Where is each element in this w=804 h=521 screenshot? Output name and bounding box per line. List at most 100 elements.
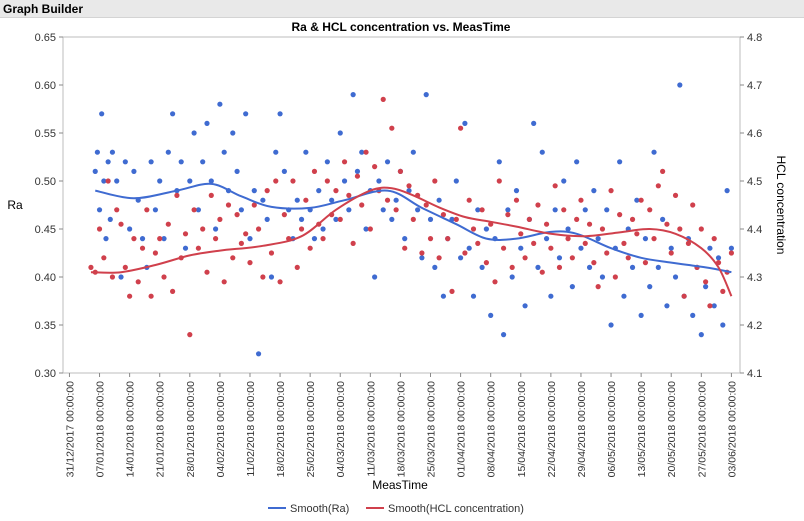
hcl-point <box>174 192 180 198</box>
hcl-point <box>660 168 666 174</box>
hcl-point <box>410 216 416 222</box>
ra-point <box>122 159 128 165</box>
ra-point <box>548 293 554 299</box>
ra-point <box>109 149 116 155</box>
hcl-point <box>406 183 412 189</box>
ra-point <box>303 149 309 155</box>
ra-point <box>440 293 447 299</box>
ra-point <box>578 245 584 251</box>
hcl-point <box>470 226 477 232</box>
ra-point <box>462 120 468 126</box>
hcl-point <box>337 216 343 222</box>
ra-point <box>247 236 253 242</box>
y-tick-label: 0.65 <box>35 32 56 44</box>
ra-point <box>698 332 704 338</box>
hcl-point <box>127 293 133 299</box>
hcl-point <box>260 274 266 280</box>
hcl-point <box>320 236 326 242</box>
ra-point <box>264 216 270 222</box>
hcl-point <box>552 183 558 189</box>
ra-point <box>363 226 369 232</box>
x-axis: 31/12/2017 00:00:00 07/01/2018 00:00:00 14… <box>64 373 738 477</box>
hcl-point <box>152 250 159 256</box>
hcl-point <box>397 168 404 174</box>
x-tick-label: 08/04/2018 00:00:00 <box>486 381 498 478</box>
y-axis-left: 0.30 0.35 0.40 0.45 0.50 0.55 0.60 0.65 <box>35 32 63 380</box>
ra-point <box>182 245 189 251</box>
x-tick-label: 22/04/2018 00:00:00 <box>546 381 558 478</box>
ra-point <box>337 130 343 136</box>
hcl-point <box>539 269 545 275</box>
y2-tick-label: 4.5 <box>747 176 762 188</box>
hcl-point <box>677 226 683 232</box>
hcl-point <box>638 197 644 203</box>
ra-point <box>642 236 649 242</box>
hcl-point <box>122 264 128 270</box>
ra-point <box>165 149 171 155</box>
hcl-point <box>535 202 541 208</box>
y2-tick-label: 4.1 <box>747 368 762 380</box>
hcl-point <box>350 240 356 246</box>
ra-point <box>178 159 184 165</box>
ra-point <box>260 197 266 203</box>
ra-point <box>617 159 623 165</box>
ra-point <box>238 207 244 213</box>
hcl-point <box>466 197 472 203</box>
ra-point <box>595 236 601 242</box>
hcl-point <box>307 245 313 251</box>
plot-area <box>62 36 741 374</box>
ra-point <box>402 236 408 242</box>
hcl-point <box>453 216 459 222</box>
hcl-point <box>612 274 618 280</box>
y2-tick-label: 4.7 <box>747 80 762 92</box>
hcl-point <box>157 236 163 242</box>
ra-point <box>255 351 262 357</box>
hcl-point <box>402 245 408 251</box>
hcl-point <box>681 293 687 299</box>
ra-point <box>105 159 111 165</box>
ra-point <box>470 293 477 299</box>
hcl-point <box>419 250 425 256</box>
ra-point <box>458 255 464 261</box>
hcl-point <box>556 264 563 270</box>
ra-point <box>376 178 382 184</box>
ra-point <box>466 245 472 251</box>
ra-point <box>333 216 339 222</box>
ra-point <box>496 159 502 165</box>
hcl-point <box>561 207 567 213</box>
ra-point <box>114 178 120 184</box>
ra-point <box>204 120 210 126</box>
hcl-point <box>170 288 176 294</box>
hcl-point <box>574 216 580 222</box>
hcl-point <box>500 245 507 251</box>
ra-point <box>488 312 494 318</box>
ra-point <box>273 149 279 155</box>
ra-point <box>230 130 236 136</box>
ra-point <box>200 159 206 165</box>
ra-point <box>475 207 481 213</box>
ra-point <box>668 245 674 251</box>
ra-point <box>423 92 429 98</box>
ra-point <box>419 255 425 261</box>
ra-point <box>372 274 378 280</box>
ra-point <box>350 92 356 98</box>
hcl-point <box>642 260 649 266</box>
hcl-point <box>191 207 197 213</box>
ra-point <box>621 293 627 299</box>
ra-point <box>234 168 240 174</box>
hcl-point <box>380 96 386 102</box>
y-tick-label: 0.45 <box>35 224 56 236</box>
ra-point <box>574 159 580 165</box>
hcl-point <box>182 231 189 237</box>
ra-point <box>427 216 434 222</box>
hcl-point <box>101 255 107 261</box>
ra-point <box>195 207 201 213</box>
ra-point <box>243 111 249 117</box>
ra-point <box>651 149 657 155</box>
ra-point <box>582 207 588 213</box>
hcl-point <box>212 236 219 242</box>
ra-point <box>131 168 137 174</box>
y2-tick-label: 4.6 <box>747 128 762 140</box>
ra-point <box>660 216 666 222</box>
hcl-point <box>531 240 537 246</box>
